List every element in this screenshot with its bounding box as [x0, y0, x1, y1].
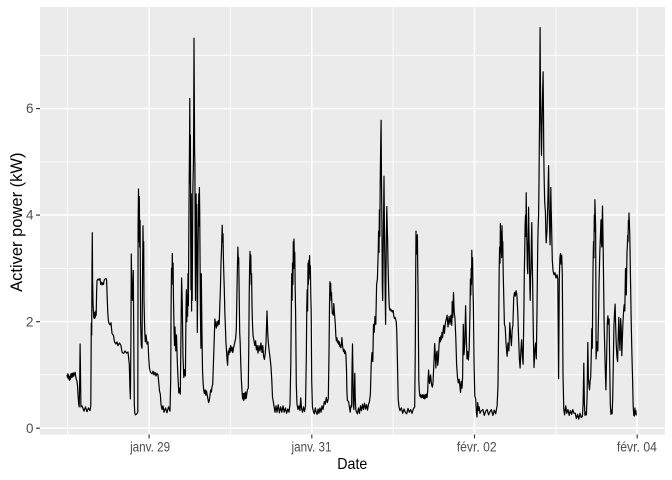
svg-text:Date: Date — [337, 456, 367, 473]
svg-text:2: 2 — [26, 314, 33, 329]
svg-text:4: 4 — [26, 208, 34, 223]
svg-text:0: 0 — [26, 421, 33, 436]
svg-text:Activer power (kW): Activer power (kW) — [8, 153, 26, 292]
svg-text:févr. 04: févr. 04 — [617, 440, 657, 455]
svg-text:6: 6 — [26, 101, 33, 116]
svg-text:janv. 29: janv. 29 — [129, 440, 170, 455]
svg-text:janv. 31: janv. 31 — [291, 440, 332, 455]
svg-text:févr. 02: févr. 02 — [457, 440, 497, 455]
